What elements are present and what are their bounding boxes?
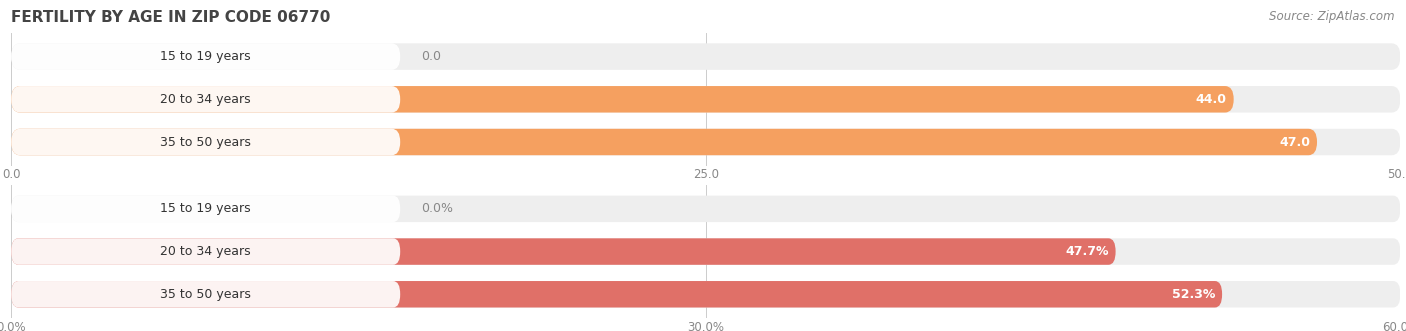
Text: 35 to 50 years: 35 to 50 years xyxy=(160,135,252,149)
Text: 15 to 19 years: 15 to 19 years xyxy=(160,202,252,215)
Text: 35 to 50 years: 35 to 50 years xyxy=(160,288,252,301)
FancyBboxPatch shape xyxy=(11,281,1400,307)
Text: 52.3%: 52.3% xyxy=(1171,288,1215,301)
Text: 44.0: 44.0 xyxy=(1195,93,1227,106)
Text: 47.7%: 47.7% xyxy=(1066,245,1109,258)
FancyBboxPatch shape xyxy=(11,43,401,70)
Text: Source: ZipAtlas.com: Source: ZipAtlas.com xyxy=(1270,10,1395,23)
FancyBboxPatch shape xyxy=(11,281,401,307)
Text: 20 to 34 years: 20 to 34 years xyxy=(160,245,252,258)
FancyBboxPatch shape xyxy=(11,86,401,113)
Text: 47.0: 47.0 xyxy=(1279,135,1310,149)
FancyBboxPatch shape xyxy=(11,129,1317,155)
FancyBboxPatch shape xyxy=(11,43,1400,70)
FancyBboxPatch shape xyxy=(11,129,1400,155)
Text: 20 to 34 years: 20 to 34 years xyxy=(160,93,252,106)
FancyBboxPatch shape xyxy=(11,238,1115,265)
Text: 0.0%: 0.0% xyxy=(420,202,453,215)
Text: FERTILITY BY AGE IN ZIP CODE 06770: FERTILITY BY AGE IN ZIP CODE 06770 xyxy=(11,10,330,25)
FancyBboxPatch shape xyxy=(11,86,1400,113)
FancyBboxPatch shape xyxy=(11,238,1400,265)
Text: 15 to 19 years: 15 to 19 years xyxy=(160,50,252,63)
FancyBboxPatch shape xyxy=(11,281,1222,307)
FancyBboxPatch shape xyxy=(11,196,401,222)
FancyBboxPatch shape xyxy=(11,86,1233,113)
FancyBboxPatch shape xyxy=(11,196,1400,222)
FancyBboxPatch shape xyxy=(11,129,401,155)
Text: 0.0: 0.0 xyxy=(420,50,441,63)
FancyBboxPatch shape xyxy=(11,238,401,265)
